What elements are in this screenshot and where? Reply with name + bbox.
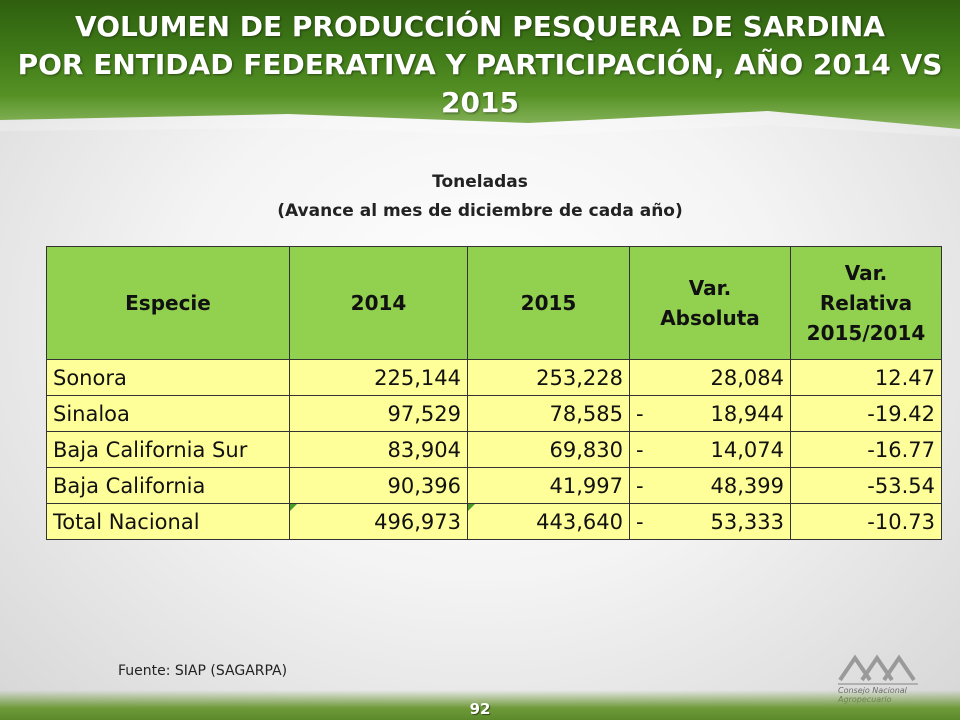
cell-2015: 443,640 [467, 503, 630, 540]
cell-var-absoluta: - 48,399 [629, 467, 791, 504]
cell-var-relativa: -16.77 [790, 431, 942, 468]
value: 18,944 [710, 401, 784, 426]
production-table: Especie 2014 2015 Var. Absoluta Var. Rel… [46, 246, 942, 540]
sign: - [636, 473, 644, 498]
table-row: Baja California 90,396 41,997 - 48,399 -5… [46, 467, 942, 504]
table-row: Sonora 225,144 253,228 28,084 12.47 [46, 359, 942, 396]
col-header-2014: 2014 [289, 246, 468, 360]
table-header-row: Especie 2014 2015 Var. Absoluta Var. Rel… [46, 246, 942, 360]
cell-2014: 496,973 [289, 503, 468, 540]
cell-2014: 83,904 [289, 431, 468, 468]
cell-var-absoluta: 28,084 [629, 359, 791, 396]
table-row-total: Total Nacional 496,973 443,640 - 53,333 -… [46, 503, 942, 540]
page-number: 92 [469, 700, 491, 718]
cell-var-relativa: -10.73 [790, 503, 942, 540]
cell-var-relativa: -19.42 [790, 395, 942, 432]
cell-2015: 69,830 [467, 431, 630, 468]
cell-especie: Sonora [46, 359, 290, 396]
cell-2014: 90,396 [289, 467, 468, 504]
subtitle-period: (Avance al mes de diciembre de cada año) [277, 201, 683, 221]
subtitle-units: Toneladas [432, 172, 528, 192]
sign: - [636, 509, 644, 534]
col-header-especie: Especie [46, 246, 290, 360]
title-line-1: VOLUMEN DE PRODUCCIÓN PESQUERA DE SARDIN… [75, 10, 885, 43]
cell-2015: 253,228 [467, 359, 630, 396]
page-title: VOLUMEN DE PRODUCCIÓN PESQUERA DE SARDIN… [0, 8, 960, 122]
cna-logo-icon [838, 654, 918, 685]
cell-especie: Sinaloa [46, 395, 290, 432]
footer-band [0, 690, 960, 720]
source-note: Fuente: SIAP (SAGARPA) [118, 663, 288, 679]
cell-2014: 97,529 [289, 395, 468, 432]
cell-especie: Baja California Sur [46, 431, 290, 468]
table-row: Sinaloa 97,529 78,585 - 18,944 -19.42 [46, 395, 942, 432]
cell-2015: 78,585 [467, 395, 630, 432]
value: 28,084 [710, 365, 784, 390]
cell-var-relativa: -53.54 [790, 467, 942, 504]
header-banner [0, 0, 960, 129]
value: 53,333 [710, 509, 784, 534]
table-row: Baja California Sur 83,904 69,830 - 14,07… [46, 431, 942, 468]
cell-var-absoluta: - 14,074 [629, 431, 791, 468]
col-header-var-absoluta: Var. Absoluta [629, 246, 791, 360]
cell-var-absoluta: - 53,333 [629, 503, 791, 540]
cell-var-absoluta: - 18,944 [629, 395, 791, 432]
cell-especie: Total Nacional [46, 503, 290, 540]
table-subtitle: Toneladas (Avance al mes de diciembre de… [0, 168, 960, 226]
col-header-2015: 2015 [467, 246, 630, 360]
sign: - [636, 437, 644, 462]
cell-var-relativa: 12.47 [790, 359, 942, 396]
cell-2014: 225,144 [289, 359, 468, 396]
title-line-2: POR ENTIDAD FEDERATIVA Y PARTICIPACIÓN, … [17, 48, 943, 119]
col-header-var-relativa: Var. Relativa 2015/2014 [790, 246, 942, 360]
value: 48,399 [710, 473, 784, 498]
value: 14,074 [710, 437, 784, 462]
sign: - [636, 401, 644, 426]
cell-2015: 41,997 [467, 467, 630, 504]
cell-especie: Baja California [46, 467, 290, 504]
